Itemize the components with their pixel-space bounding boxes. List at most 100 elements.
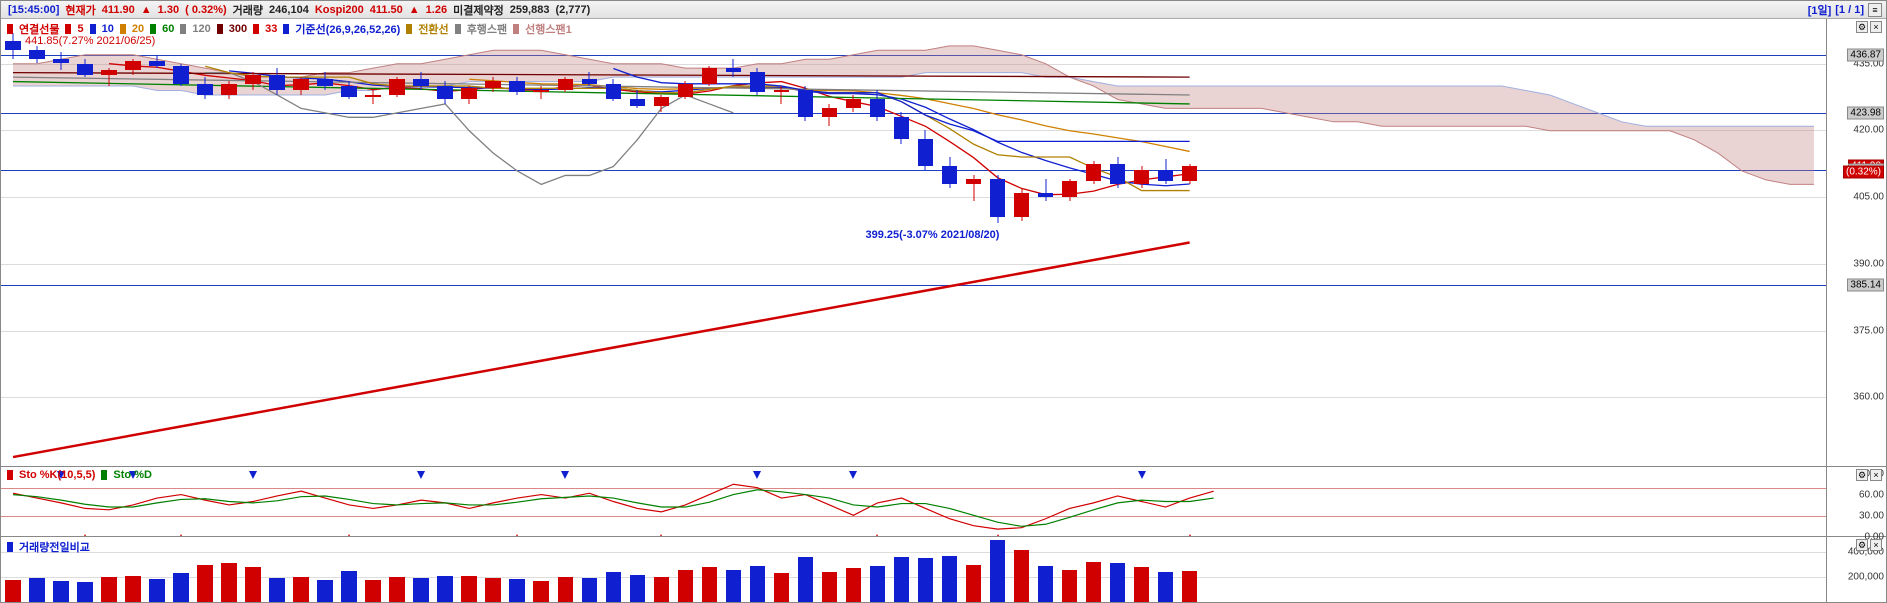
volume-bar[interactable] (774, 573, 790, 602)
candle[interactable] (1062, 19, 1078, 464)
volume-bar[interactable] (1038, 566, 1054, 602)
candle[interactable] (894, 19, 910, 464)
candle[interactable] (1158, 19, 1174, 464)
volume-bar[interactable] (485, 578, 501, 602)
candle[interactable] (1110, 19, 1126, 464)
candle[interactable] (173, 19, 189, 464)
vol-chart-body[interactable] (1, 537, 1826, 602)
candle[interactable] (966, 19, 982, 464)
candle[interactable] (29, 19, 45, 464)
candle[interactable] (269, 19, 285, 464)
page-menu-icon[interactable]: ≡ (1868, 3, 1882, 17)
volume-bar[interactable] (53, 581, 69, 602)
volume-bar[interactable] (509, 579, 525, 602)
candle[interactable] (293, 19, 309, 464)
candle[interactable] (1182, 19, 1198, 464)
candle[interactable] (485, 19, 501, 464)
volume-bar[interactable] (750, 566, 766, 602)
candle[interactable] (245, 19, 261, 464)
volume-bar[interactable] (1110, 563, 1126, 602)
candle[interactable] (990, 19, 1006, 464)
panel-settings-icon[interactable]: ⚙ (1856, 21, 1868, 33)
volume-bar[interactable] (293, 577, 309, 602)
volume-bar[interactable] (269, 578, 285, 602)
candle[interactable] (870, 19, 886, 464)
volume-bar[interactable] (461, 576, 477, 602)
candle[interactable] (678, 19, 694, 464)
candle[interactable] (1014, 19, 1030, 464)
candle[interactable] (341, 19, 357, 464)
candle[interactable] (389, 19, 405, 464)
candle[interactable] (630, 19, 646, 464)
panel-settings-icon[interactable]: ⚙ (1856, 469, 1868, 481)
volume-bar[interactable] (918, 558, 934, 602)
candle[interactable] (702, 19, 718, 464)
candle[interactable] (798, 19, 814, 464)
volume-bar[interactable] (822, 572, 838, 602)
panel-close-icon[interactable]: × (1870, 469, 1882, 481)
volume-bar[interactable] (798, 557, 814, 602)
sto-chart-body[interactable] (1, 467, 1826, 536)
candle[interactable] (846, 19, 862, 464)
volume-bar[interactable] (942, 556, 958, 602)
candle[interactable] (774, 19, 790, 464)
candle[interactable] (365, 19, 381, 464)
volume-bar[interactable] (1158, 572, 1174, 602)
panel-settings-icon[interactable]: ⚙ (1856, 539, 1868, 551)
candle[interactable] (317, 19, 333, 464)
volume-bar[interactable] (1134, 567, 1150, 602)
volume-bar[interactable] (558, 577, 574, 602)
volume-bar[interactable] (221, 563, 237, 602)
candle[interactable] (149, 19, 165, 464)
volume-bar[interactable] (245, 567, 261, 602)
volume-bar[interactable] (894, 557, 910, 602)
candle[interactable] (942, 19, 958, 464)
candle[interactable] (533, 19, 549, 464)
candle[interactable] (197, 19, 213, 464)
candle[interactable] (918, 19, 934, 464)
volume-bar[interactable] (413, 578, 429, 602)
candle[interactable] (221, 19, 237, 464)
volume-bar[interactable] (1086, 562, 1102, 602)
volume-bar[interactable] (678, 570, 694, 603)
candle[interactable] (461, 19, 477, 464)
price-chart-body[interactable] (1, 19, 1826, 466)
panel-stochastic[interactable]: Sto %K(10,5,5) Sto %D ⚙ × 90.0060.0030.0… (1, 467, 1886, 537)
candle[interactable] (413, 19, 429, 464)
volume-bar[interactable] (630, 575, 646, 603)
volume-bar[interactable] (1182, 571, 1198, 602)
panel-close-icon[interactable]: × (1870, 21, 1882, 33)
volume-bar[interactable] (582, 578, 598, 602)
candle[interactable] (654, 19, 670, 464)
candle[interactable] (558, 19, 574, 464)
volume-bar[interactable] (870, 566, 886, 602)
volume-bar[interactable] (77, 582, 93, 602)
candle[interactable] (509, 19, 525, 464)
candle[interactable] (750, 19, 766, 464)
volume-bar[interactable] (317, 580, 333, 603)
candle[interactable] (5, 19, 21, 464)
volume-bar[interactable] (101, 577, 117, 602)
candle[interactable] (822, 19, 838, 464)
volume-bar[interactable] (149, 579, 165, 602)
volume-bar[interactable] (1014, 550, 1030, 603)
candle[interactable] (437, 19, 453, 464)
candle[interactable] (77, 19, 93, 464)
candle[interactable] (1086, 19, 1102, 464)
panel-close-icon[interactable]: × (1870, 539, 1882, 551)
volume-bar[interactable] (1062, 570, 1078, 603)
volume-bar[interactable] (125, 576, 141, 602)
volume-bar[interactable] (533, 581, 549, 602)
candle[interactable] (53, 19, 69, 464)
candle[interactable] (1134, 19, 1150, 464)
volume-bar[interactable] (5, 580, 21, 603)
volume-bar[interactable] (654, 577, 670, 602)
candle[interactable] (1038, 19, 1054, 464)
volume-bar[interactable] (197, 565, 213, 603)
panel-volume[interactable]: 거래량전일비교 ⚙ × 400,000200,000 (1, 537, 1886, 602)
candle[interactable] (606, 19, 622, 464)
volume-bar[interactable] (990, 540, 1006, 603)
candle[interactable] (726, 19, 742, 464)
volume-bar[interactable] (173, 573, 189, 602)
volume-bar[interactable] (29, 578, 45, 602)
